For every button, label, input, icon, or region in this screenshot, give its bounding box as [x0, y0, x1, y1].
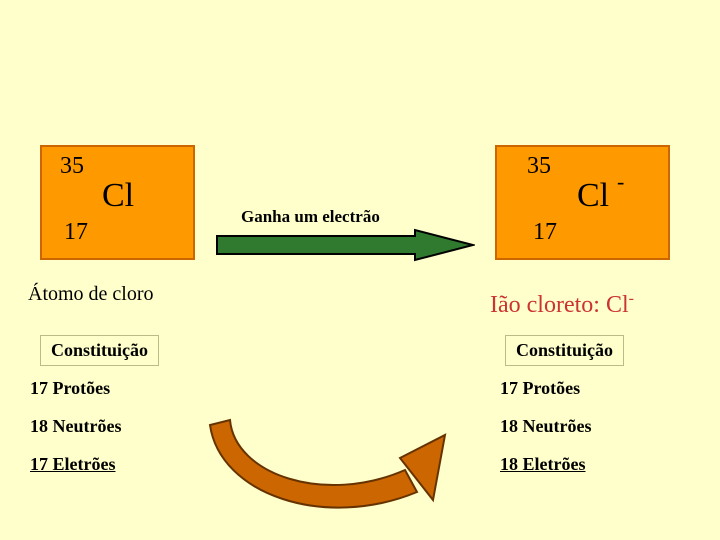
neutrons-right: 18 Neutrões: [500, 416, 591, 437]
composition-heading-right: Constituição: [505, 335, 624, 366]
curved-arrow-icon: [195, 400, 465, 525]
ion-label-charge: -: [629, 290, 634, 307]
atomic-number-right: 17: [533, 219, 557, 246]
arrow-right-icon: [215, 228, 475, 262]
atom-box-right: 35 Cl - 17: [495, 145, 670, 260]
mass-number-right: 35: [527, 153, 551, 180]
electrons-right: 18 Eletrões: [500, 454, 585, 475]
atom-label-left: Átomo de cloro: [28, 283, 154, 306]
protons-right: 17 Protões: [500, 378, 580, 399]
ion-label-text: Ião cloreto: Cl: [490, 292, 629, 318]
composition-heading-left: Constituição: [40, 335, 159, 366]
element-symbol-left: Cl: [102, 177, 134, 215]
atomic-number-left: 17: [64, 219, 88, 246]
electrons-left: 17 Eletrões: [30, 454, 115, 475]
neutrons-left: 18 Neutrões: [30, 416, 121, 437]
process-label: Ganha um electrão: [237, 205, 384, 229]
ion-label: Ião cloreto: Cl-: [490, 290, 634, 319]
element-symbol-right: Cl: [577, 177, 609, 215]
atom-box-left: 35 Cl 17: [40, 145, 195, 260]
ion-charge: -: [617, 169, 624, 195]
protons-left: 17 Protões: [30, 378, 110, 399]
mass-number-left: 35: [60, 153, 84, 180]
